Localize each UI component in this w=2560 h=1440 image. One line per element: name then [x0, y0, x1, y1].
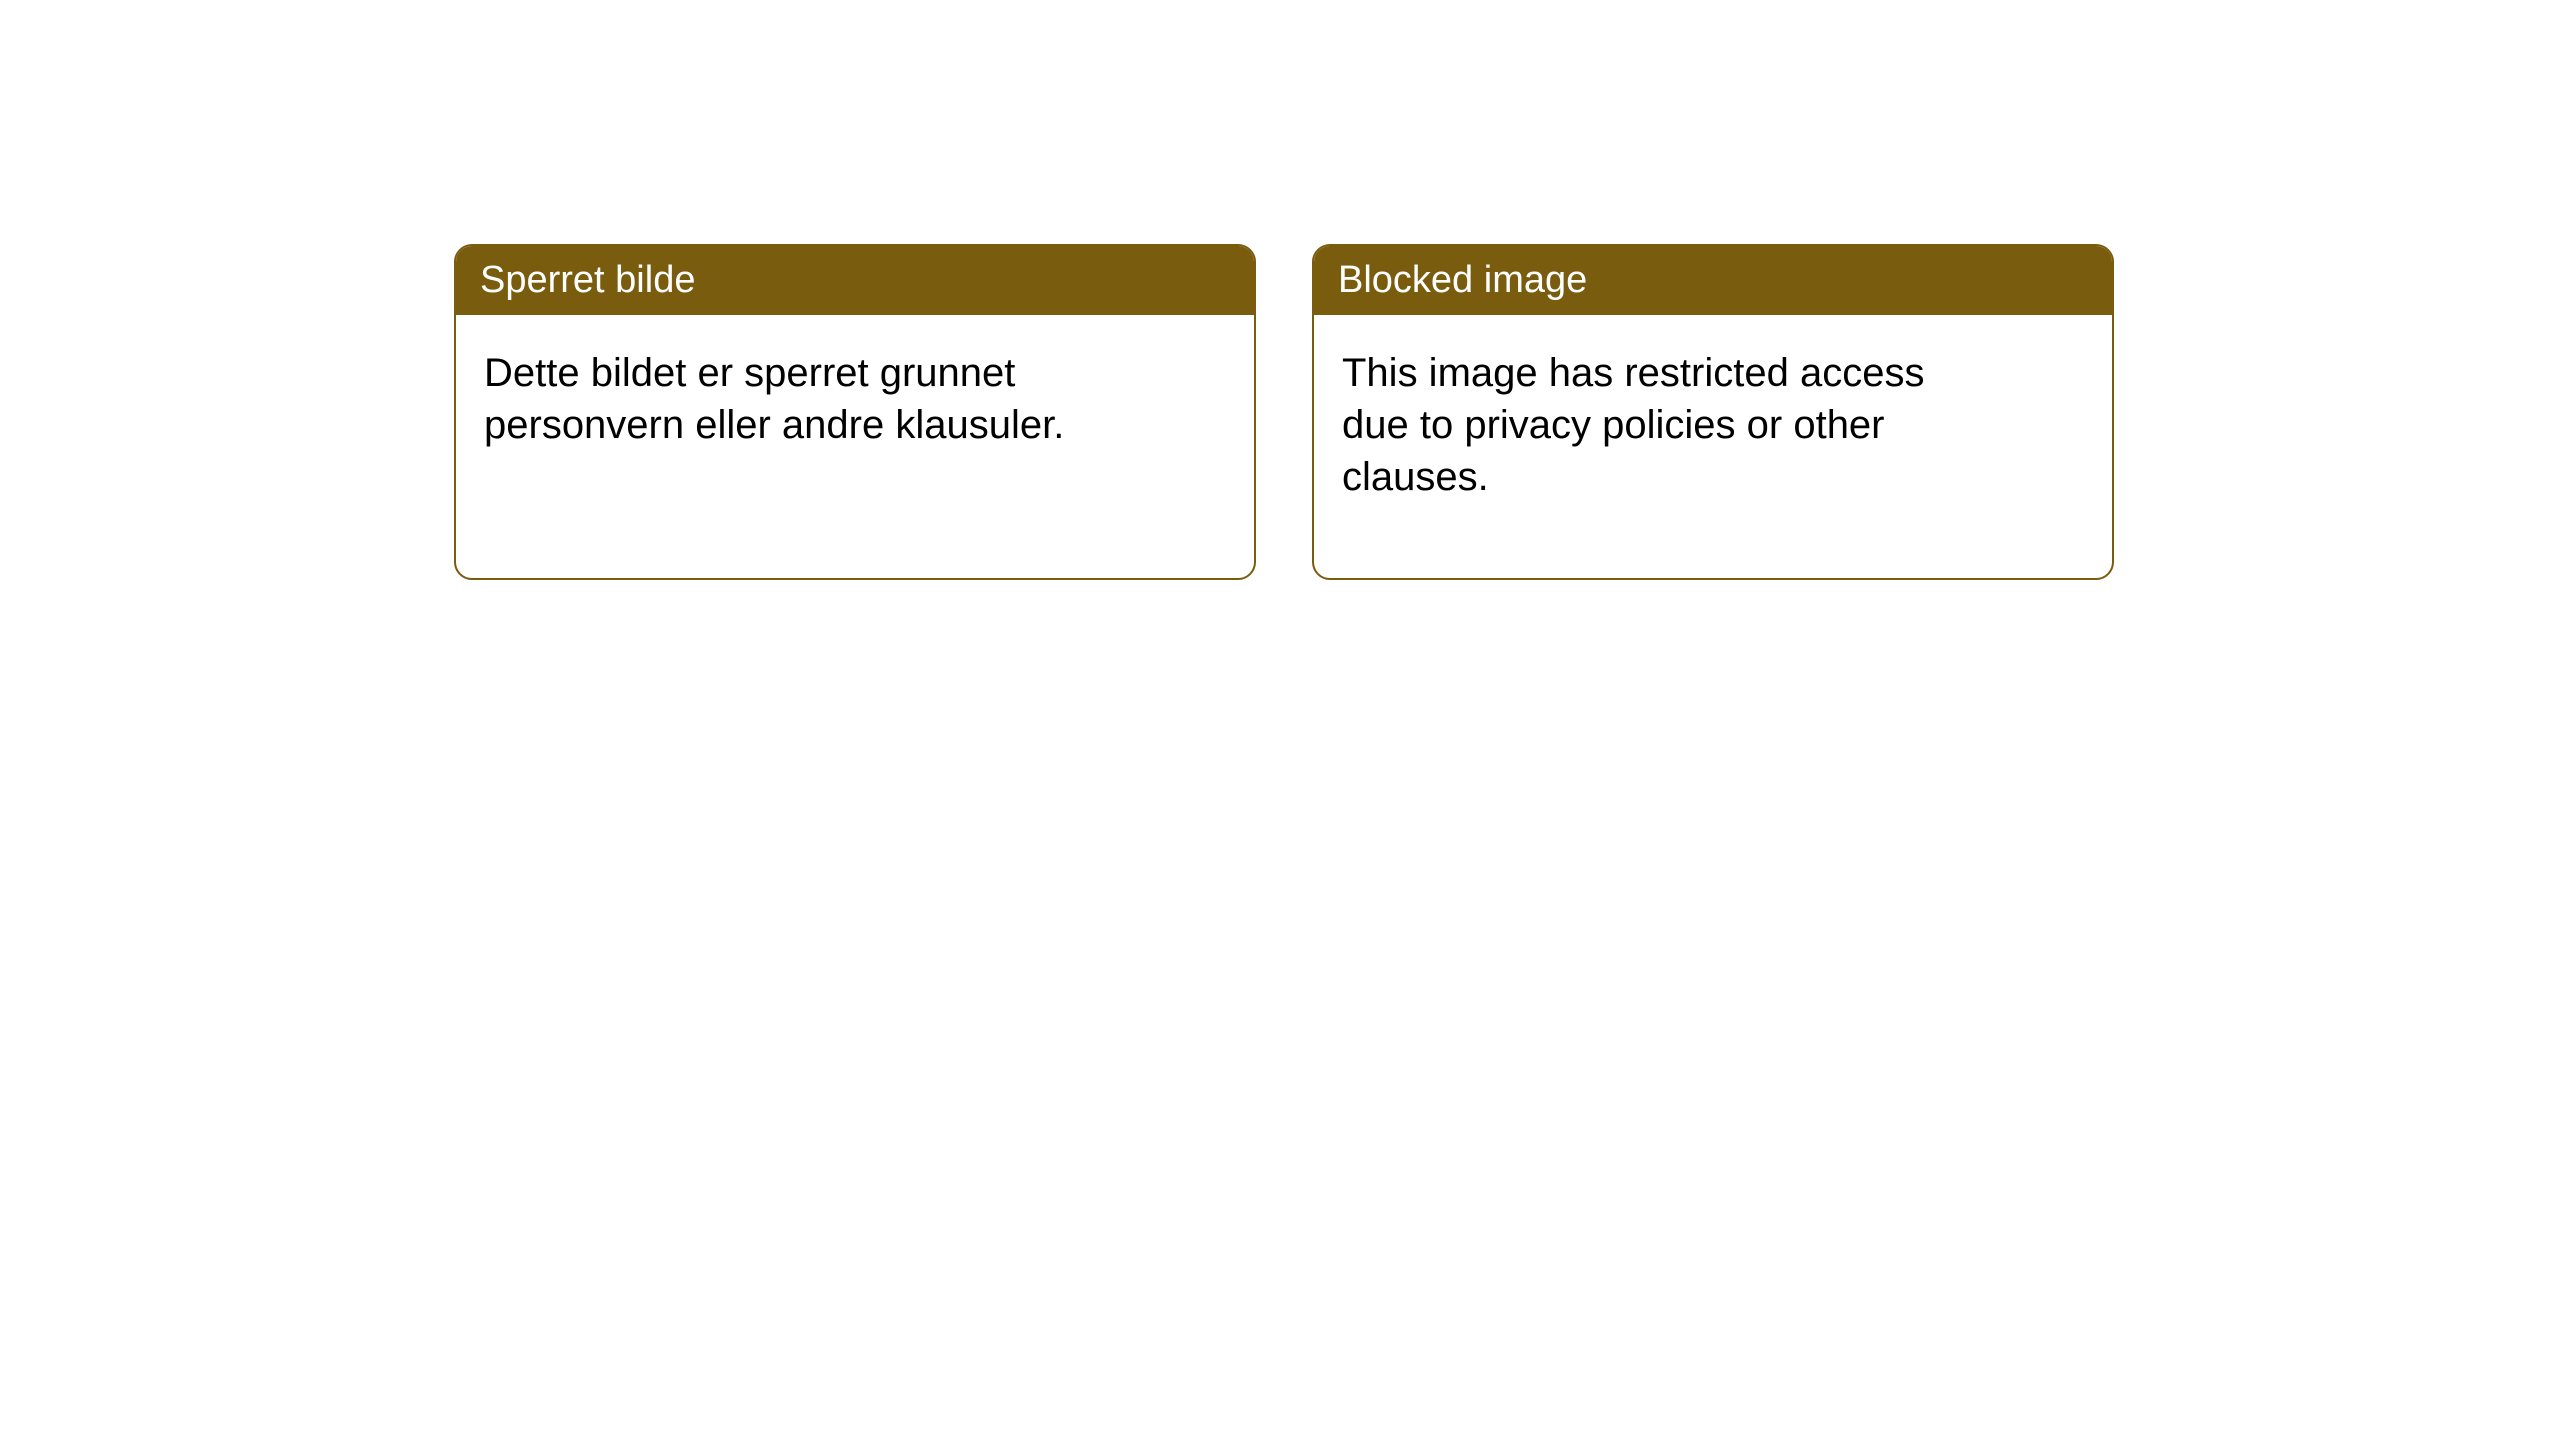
panel-header-english: Blocked image	[1314, 246, 2112, 315]
notice-container: Sperret bilde Dette bildet er sperret gr…	[454, 244, 2114, 580]
panel-header-norwegian: Sperret bilde	[456, 246, 1254, 315]
panel-body-norwegian: Dette bildet er sperret grunnet personve…	[456, 315, 1156, 483]
panel-english: Blocked image This image has restricted …	[1312, 244, 2114, 580]
panel-body-english: This image has restricted access due to …	[1314, 315, 2014, 535]
panel-norwegian: Sperret bilde Dette bildet er sperret gr…	[454, 244, 1256, 580]
